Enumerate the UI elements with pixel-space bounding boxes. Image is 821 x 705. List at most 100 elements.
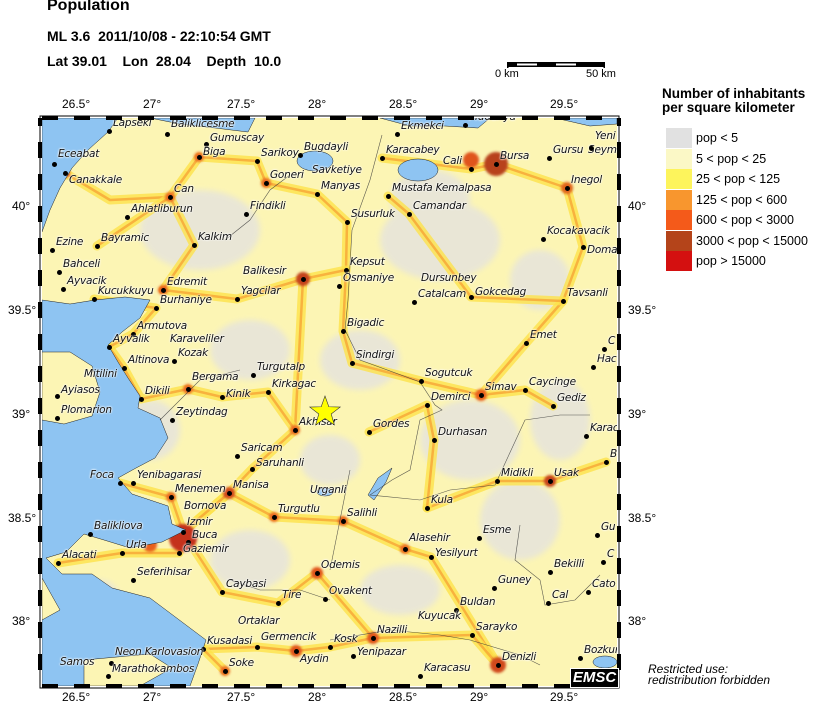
city-dot-icon	[583, 433, 589, 439]
city-dot-icon	[297, 152, 303, 158]
city-dot-icon	[314, 191, 320, 197]
city-dot-icon	[153, 305, 159, 311]
epicenter-star-icon[interactable]	[308, 395, 342, 429]
city-label: Yeni	[595, 130, 616, 142]
city-label: Bekilli	[554, 558, 585, 570]
city-dot-icon	[588, 145, 594, 151]
legend-label: 3000 < pop < 15000	[696, 233, 808, 248]
city-label: Yesilyurt	[435, 547, 478, 559]
city-label: Yagcilar	[241, 285, 281, 297]
city-dot-icon	[249, 466, 255, 472]
city-label: Bigadic	[347, 317, 385, 329]
city-dot-icon	[468, 294, 474, 300]
city-label: Yenipazar	[357, 646, 406, 658]
city-dot-icon	[546, 155, 552, 161]
city-label: Gordes	[373, 418, 410, 430]
city-label: Bozkurt	[584, 644, 617, 656]
city-dot-icon	[185, 539, 191, 545]
city-dot-icon	[234, 296, 240, 302]
island	[42, 351, 101, 425]
city-dot-icon	[385, 193, 391, 199]
city-label: Edremit	[167, 276, 207, 288]
city-dot-icon	[108, 660, 114, 666]
city-label: Eceabat	[58, 148, 100, 160]
city-label: Sogutcuk	[425, 367, 473, 379]
lat-label-right: 39°	[628, 407, 647, 421]
city-label: Mitilini	[84, 368, 117, 380]
city-dot-icon	[394, 131, 400, 137]
city-label: Menemen	[175, 483, 226, 495]
corridor-core	[201, 647, 227, 673]
emsc-logo: EMSC	[570, 668, 619, 688]
city-dot-icon	[106, 128, 112, 134]
city-dot-icon	[62, 170, 68, 176]
city-label: Ayvacik	[67, 275, 107, 287]
city-label: Bornova	[184, 500, 227, 512]
city-label: Kocakavacik	[547, 225, 610, 237]
notice-line2: redistribution forbidden	[648, 673, 771, 687]
city-label: Armutova	[137, 320, 187, 332]
event-location: Lat 39.01 Lon 28.04 Depth 10.0	[47, 53, 282, 69]
city-label: Ezine	[56, 236, 84, 248]
city-label: Karac	[590, 422, 617, 434]
border-line	[344, 134, 590, 501]
city-label: Bayramic	[101, 232, 149, 244]
city-dot-icon	[523, 340, 529, 346]
city-dot-icon	[292, 427, 298, 433]
map-title: Population	[47, 0, 130, 14]
usage-notice: Restricted use: redistribution forbidden	[648, 663, 771, 687]
city-dot-icon	[160, 287, 166, 293]
city-label: Camandar	[413, 200, 466, 212]
event-magnitude-time: ML 3.6 2011/10/08 - 22:10:54 GMT	[47, 28, 271, 44]
city-dot-icon	[200, 646, 206, 652]
population-map[interactable]: Lapseki Baliklicesme Gumuscay Biga Sarikoy Bu…	[42, 118, 617, 686]
city-dot-icon	[327, 644, 333, 650]
city-label: Aydin	[300, 653, 329, 665]
border-line	[224, 174, 291, 241]
city-dot-icon	[453, 607, 459, 613]
legend-label: 600 < pop < 3000	[696, 213, 795, 227]
city-label: Germencik	[261, 631, 317, 643]
city-dot-icon	[585, 589, 591, 595]
lon-label-bottom: 27.5°	[227, 690, 256, 704]
city-label: Demirci	[431, 391, 471, 403]
city-label: Cali	[443, 155, 462, 167]
lake	[296, 150, 334, 172]
city-label: B	[610, 448, 617, 460]
city-dot-icon	[176, 550, 182, 556]
city-label: Susurluk	[351, 208, 395, 220]
map-frame	[38, 115, 621, 689]
city-label: Neon Karlovasion	[115, 646, 204, 658]
city-dot-icon	[185, 386, 191, 392]
city-label: Yenibagarasi	[137, 469, 202, 481]
city-dot-icon	[600, 559, 606, 565]
city-dot-icon	[293, 648, 299, 654]
city-dot-icon	[243, 211, 249, 217]
city-dot-icon	[418, 378, 424, 384]
city-label: Turgutlu	[278, 503, 320, 515]
city-dot-icon	[54, 393, 60, 399]
city-dot-icon	[49, 247, 55, 253]
city-label: Savketiye	[312, 164, 362, 176]
city-label: Sarikoy	[261, 147, 299, 159]
city-label: Ekmekci	[401, 120, 444, 132]
lon-label-bottom: 28.5°	[389, 690, 418, 704]
city-label: Karacabey	[386, 144, 440, 156]
city-label: Biga	[203, 146, 226, 158]
city-label: Burhaniye	[160, 294, 212, 306]
lake	[316, 487, 334, 497]
city-label: Manisa	[233, 479, 269, 491]
city-label: Dursunbey	[421, 272, 477, 284]
sea	[149, 118, 256, 133]
city-label: Inegol	[571, 174, 603, 186]
scale-bar	[507, 62, 605, 68]
city-dot-icon	[254, 644, 260, 650]
city-dot-icon	[494, 478, 500, 484]
border-line	[329, 469, 351, 571]
city-dot-icon	[550, 403, 556, 409]
city-label: Gokcedag	[475, 286, 527, 298]
city-label: Ayiasos	[61, 384, 100, 396]
city-dot-icon	[590, 364, 596, 370]
lon-label-top: 28°	[308, 97, 327, 111]
city-label: Tavsanli	[567, 287, 608, 299]
